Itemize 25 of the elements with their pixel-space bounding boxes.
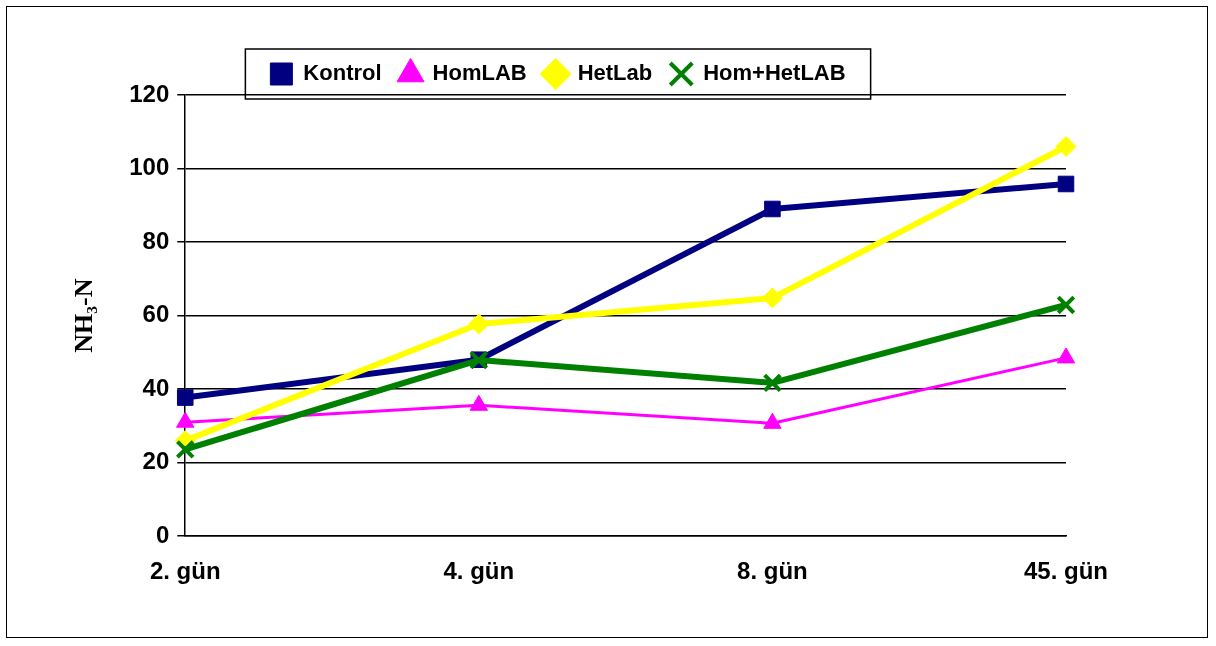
point: [762, 373, 783, 393]
y-tick-label: 40: [142, 373, 170, 401]
x-tick-label: 2. gün: [149, 557, 221, 585]
y-tick-label: 80: [142, 226, 170, 254]
point: [175, 439, 196, 460]
y-axis-title: NH₃-N: [69, 278, 99, 353]
point: [176, 389, 194, 406]
legend-label: HomLAB: [432, 60, 527, 86]
point: [1056, 295, 1076, 315]
y-tick-label: 120: [129, 79, 170, 107]
legend-label: HetLab: [577, 60, 653, 86]
x-tick-label: 4. gün: [443, 557, 515, 585]
x-tick-label: 8. gün: [737, 557, 808, 585]
point: [764, 200, 781, 218]
legend-label: Hom+HetLAB: [703, 60, 846, 86]
y-tick-label: 60: [142, 300, 170, 328]
legend-label: Kontrol: [303, 60, 382, 86]
y-tick-label: 20: [142, 447, 170, 475]
point: [761, 287, 783, 309]
y-tick-label: 0: [155, 520, 170, 548]
x-tick-label: 45. gün: [1023, 557, 1109, 585]
point: [468, 313, 490, 335]
point: [1057, 175, 1075, 193]
point: [1055, 135, 1077, 157]
y-tick-label: 100: [129, 153, 170, 181]
